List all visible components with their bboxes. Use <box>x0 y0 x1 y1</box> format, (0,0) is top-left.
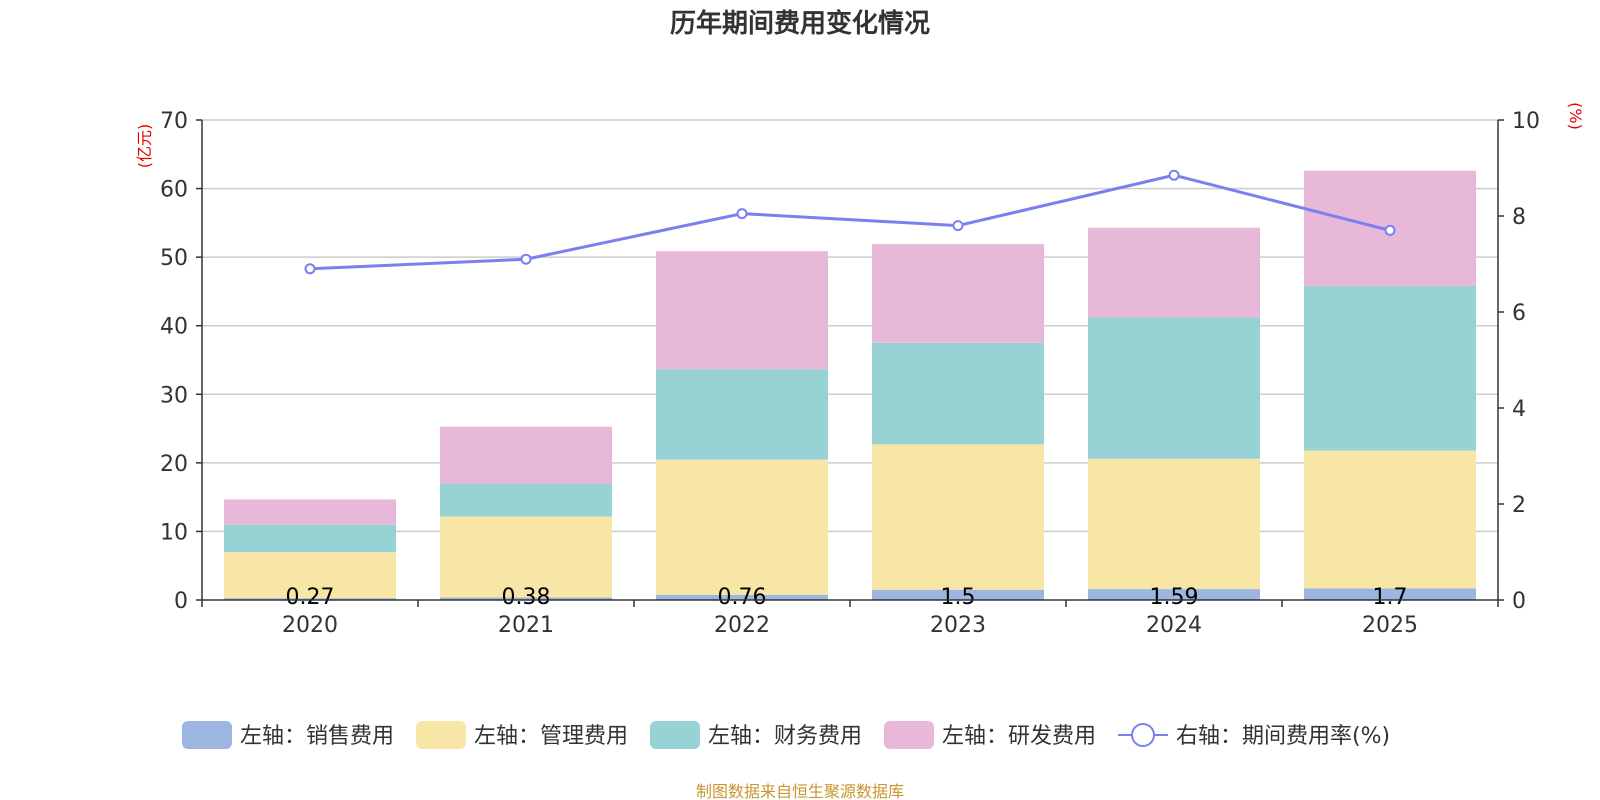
x-axis-tick-label: 2021 <box>498 613 554 638</box>
bar-segment-3-2025 <box>1304 285 1476 451</box>
bar-segment-3-2022 <box>656 369 828 460</box>
bar-segment-3-2020 <box>224 524 396 553</box>
line-point-2025 <box>1384 224 1396 236</box>
bar-value-label: 1.7 <box>1373 585 1408 610</box>
bar-segment-4-2023 <box>872 244 1044 343</box>
line-point-2022 <box>736 208 748 220</box>
bar-value-label: 1.59 <box>1150 585 1199 610</box>
legend-item: 左轴：研发费用 <box>884 721 1096 749</box>
line-point-2021 <box>520 253 532 265</box>
left-axis-tick-label: 60 <box>160 178 188 203</box>
x-axis-tick-label: 2024 <box>1146 613 1202 638</box>
left-axis-unit-label: (亿元) <box>135 124 154 169</box>
bar-segment-4-2020 <box>224 499 396 525</box>
legend-label: 左轴：研发费用 <box>942 724 1096 749</box>
bar-segment-1-2020 <box>224 598 396 600</box>
line-series-path <box>309 173 1391 271</box>
data-source-note: 制图数据来自恒生聚源数据库 <box>695 782 904 800</box>
line-point-2020 <box>304 263 316 275</box>
bars-layer: 0.27 0.38 0.76 1.5 1.59 1.7 <box>224 170 1476 610</box>
x-axis-tick-label: 2023 <box>930 613 986 638</box>
bar-segment-2-2021 <box>440 516 612 598</box>
axes-layer: 0 10 20 30 40 50 60 70 0 2 4 6 8 10 2020 2021 2022 2023 20… <box>160 109 1540 638</box>
right-axis-tick-label: 2 <box>1512 493 1526 518</box>
legend-swatch <box>182 721 232 749</box>
bar-value-label: 0.38 <box>502 585 551 610</box>
x-axis-tick-label: 2025 <box>1362 613 1418 638</box>
legend-item: 左轴：销售费用 <box>182 721 394 749</box>
bar-segment-4-2024 <box>1088 227 1260 318</box>
bar-value-label: 0.76 <box>718 585 767 610</box>
left-axis-tick-label: 50 <box>160 246 188 271</box>
right-axis-tick-label: 4 <box>1512 397 1526 422</box>
bar-segment-3-2021 <box>440 483 612 517</box>
chart-title: 历年期间费用变化情况 <box>670 8 930 39</box>
legend-label: 左轴：销售费用 <box>240 724 394 749</box>
bar-value-label: 0.27 <box>286 585 335 610</box>
left-axis-tick-label: 10 <box>160 520 188 545</box>
left-axis-tick-label: 70 <box>160 109 188 134</box>
bar-segment-1-2022 <box>656 594 828 600</box>
bar-segment-2-2025 <box>1304 450 1476 589</box>
grid-layer <box>202 119 1498 533</box>
legend-swatch <box>650 721 700 749</box>
legend-item: 右轴：期间费用率(%) <box>1118 723 1390 749</box>
x-axis-tick-label: 2020 <box>282 613 338 638</box>
legend-marker-icon <box>1131 723 1155 747</box>
right-axis-tick-label: 8 <box>1512 205 1526 230</box>
line-point-2024 <box>1168 169 1180 181</box>
bar-segment-2-2023 <box>872 444 1044 590</box>
legend: 左轴：销售费用 左轴：管理费用 左轴：财务费用 左轴：研发费用 右轴：期间费用率(%) <box>182 721 1390 749</box>
left-axis-tick-label: 0 <box>174 589 188 614</box>
left-axis-tick-label: 20 <box>160 452 188 477</box>
bar-segment-4-2021 <box>440 426 612 484</box>
bar-segment-4-2022 <box>656 251 828 370</box>
legend-swatch <box>416 721 466 749</box>
legend-item: 左轴：管理费用 <box>416 721 628 749</box>
line-point-2023 <box>952 220 964 232</box>
right-axis-tick-label: 0 <box>1512 589 1526 614</box>
bar-segment-2-2022 <box>656 459 828 595</box>
line-layer <box>304 169 1396 275</box>
right-axis-tick-label: 6 <box>1512 301 1526 326</box>
right-axis-unit-label: (%) <box>1566 102 1585 130</box>
bar-segment-3-2024 <box>1088 317 1260 459</box>
bar-segment-2-2024 <box>1088 458 1260 590</box>
left-axis-tick-label: 40 <box>160 315 188 340</box>
bar-segment-1-2025 <box>1304 588 1476 600</box>
bar-segment-3-2023 <box>872 342 1044 445</box>
bar-segment-1-2024 <box>1088 589 1260 600</box>
bar-value-label: 1.5 <box>941 585 976 610</box>
legend-label: 左轴：财务费用 <box>708 724 862 749</box>
legend-swatch <box>884 721 934 749</box>
legend-item: 左轴：财务费用 <box>650 721 862 749</box>
left-axis-tick-label: 30 <box>160 383 188 408</box>
x-axis-tick-label: 2022 <box>714 613 770 638</box>
legend-label: 左轴：管理费用 <box>474 724 628 749</box>
bar-segment-1-2021 <box>440 597 612 600</box>
right-axis-tick-label: 10 <box>1512 109 1540 134</box>
bar-segment-1-2023 <box>872 589 1044 600</box>
bar-segment-2-2020 <box>224 552 396 599</box>
legend-label: 右轴：期间费用率(%) <box>1176 724 1390 749</box>
